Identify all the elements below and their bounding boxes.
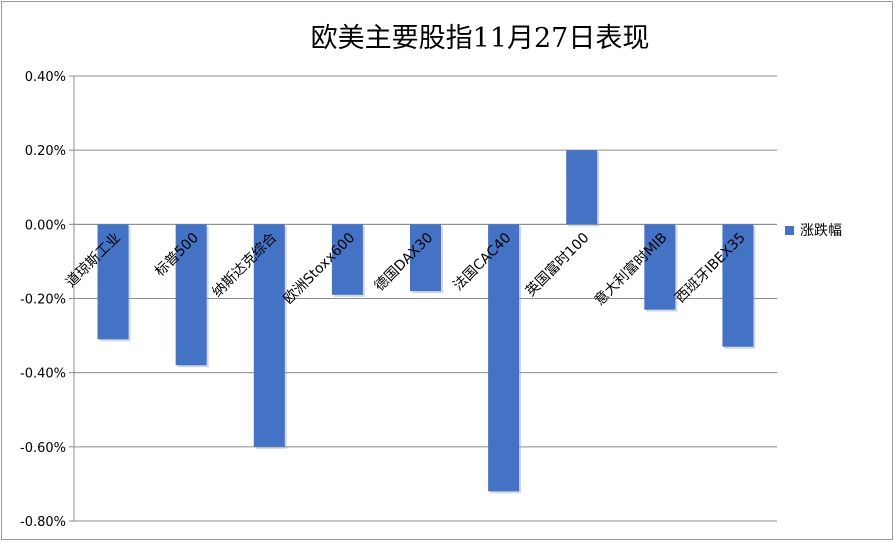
y-tick-label: -0.60%	[20, 441, 66, 456]
chart-title: 欧美主要股指11月27日表现	[310, 23, 650, 54]
bar	[566, 150, 598, 225]
bar	[253, 224, 285, 447]
bar	[97, 224, 129, 340]
bar	[488, 224, 520, 492]
y-tick-label: 0.00%	[25, 218, 66, 233]
y-tick-label: -0.80%	[20, 515, 66, 530]
bar	[175, 224, 207, 366]
y-tick-label: -0.40%	[20, 367, 66, 382]
category-label: 英国富时100	[522, 229, 593, 300]
legend-swatch	[785, 226, 794, 235]
legend-label: 涨跌幅	[800, 223, 842, 239]
bar	[331, 224, 363, 295]
y-tick-label: 0.40%	[25, 70, 66, 85]
y-tick-label: -0.20%	[20, 293, 66, 308]
bar	[644, 224, 676, 310]
y-tick-label: 0.20%	[25, 144, 66, 159]
bar	[410, 224, 441, 292]
bar	[722, 224, 754, 347]
